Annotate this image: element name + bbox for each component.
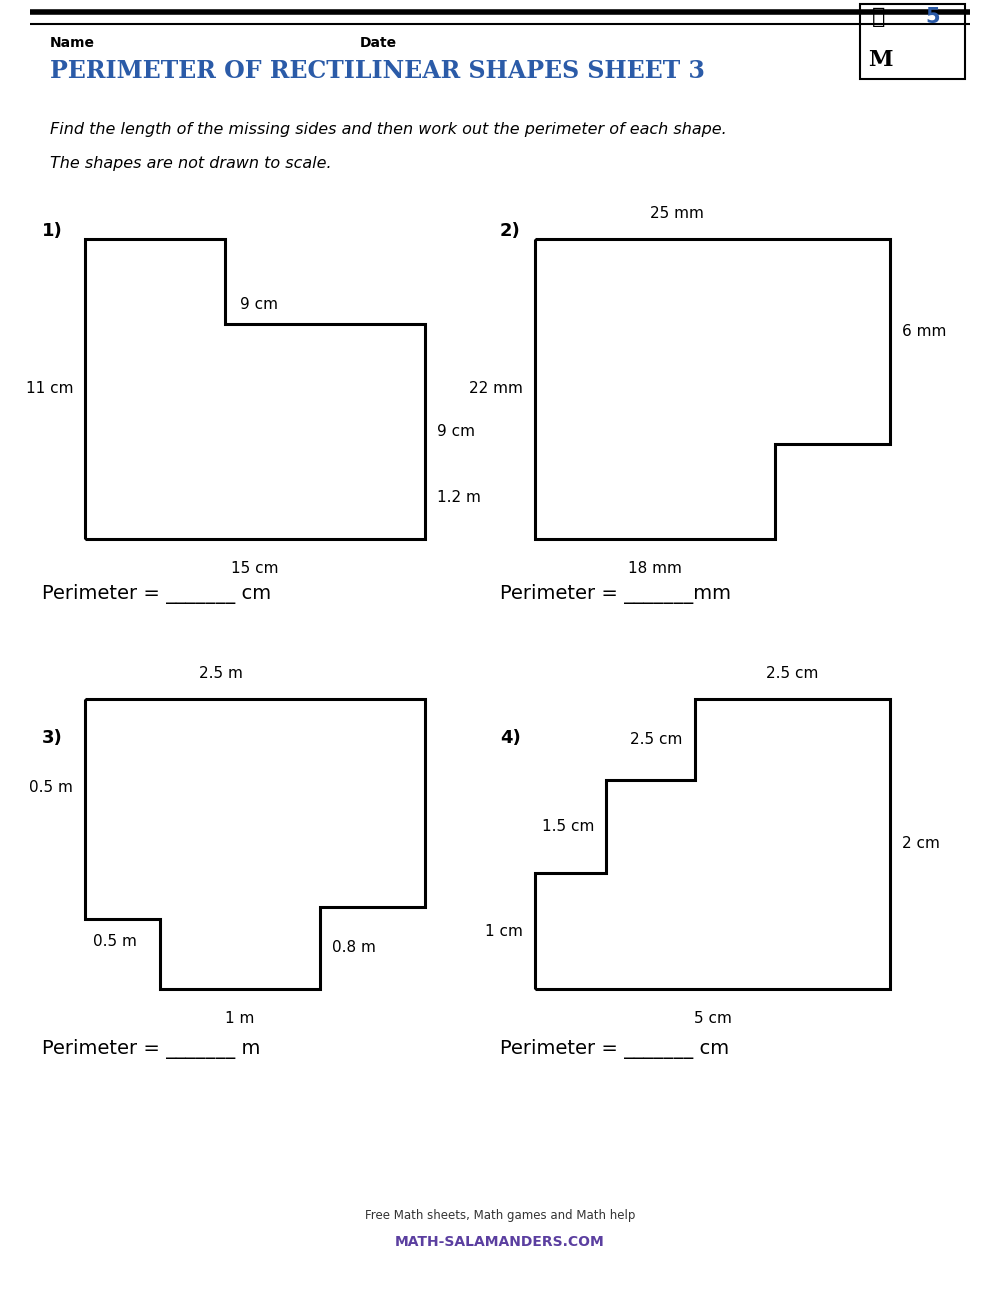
- Text: 11 cm: 11 cm: [26, 382, 73, 396]
- Text: Free Math sheets, Math games and Math help: Free Math sheets, Math games and Math he…: [365, 1209, 635, 1222]
- Text: 9 cm: 9 cm: [240, 298, 278, 312]
- Text: 1): 1): [42, 223, 63, 239]
- Text: M: M: [868, 49, 893, 71]
- Text: Perimeter = _______ cm: Perimeter = _______ cm: [42, 584, 271, 604]
- Text: 🐆: 🐆: [872, 6, 885, 27]
- Text: 22 mm: 22 mm: [469, 382, 523, 396]
- Text: 0.5 m: 0.5 m: [29, 779, 73, 795]
- Text: 2.5 cm: 2.5 cm: [630, 732, 683, 747]
- Text: Perimeter = _______ m: Perimeter = _______ m: [42, 1039, 260, 1058]
- Text: 18 mm: 18 mm: [628, 562, 682, 576]
- Text: 5 cm: 5 cm: [694, 1011, 731, 1026]
- Text: 1 cm: 1 cm: [485, 924, 523, 938]
- Text: 0.8 m: 0.8 m: [332, 941, 376, 955]
- Text: 2): 2): [500, 223, 521, 239]
- Text: The shapes are not drawn to scale.: The shapes are not drawn to scale.: [50, 157, 332, 171]
- Text: Perimeter = _______ cm: Perimeter = _______ cm: [500, 1039, 729, 1058]
- Text: 1 m: 1 m: [225, 1011, 255, 1026]
- Text: 5: 5: [925, 6, 940, 27]
- Text: 4): 4): [500, 729, 521, 747]
- Text: Date: Date: [360, 36, 397, 50]
- Text: 2.5 cm: 2.5 cm: [766, 666, 819, 681]
- Text: Perimeter = _______mm: Perimeter = _______mm: [500, 584, 731, 604]
- Text: 2.5 m: 2.5 m: [199, 666, 243, 681]
- Text: 6 mm: 6 mm: [902, 324, 946, 339]
- Text: 1.5 cm: 1.5 cm: [542, 819, 594, 835]
- Text: Find the length of the missing sides and then work out the perimeter of each sha: Find the length of the missing sides and…: [50, 122, 727, 137]
- Text: 3): 3): [42, 729, 63, 747]
- Text: 25 mm: 25 mm: [650, 206, 704, 221]
- Text: 2 cm: 2 cm: [902, 836, 940, 851]
- Text: 15 cm: 15 cm: [231, 562, 279, 576]
- Text: Name: Name: [50, 36, 95, 50]
- FancyBboxPatch shape: [860, 4, 965, 79]
- Text: 9 cm: 9 cm: [437, 424, 475, 439]
- Text: 0.5 m: 0.5 m: [93, 934, 137, 949]
- Text: PERIMETER OF RECTILINEAR SHAPES SHEET 3: PERIMETER OF RECTILINEAR SHAPES SHEET 3: [50, 60, 705, 83]
- Text: MATH-SALAMANDERS.COM: MATH-SALAMANDERS.COM: [395, 1234, 605, 1249]
- Text: 1.2 m: 1.2 m: [437, 490, 481, 506]
